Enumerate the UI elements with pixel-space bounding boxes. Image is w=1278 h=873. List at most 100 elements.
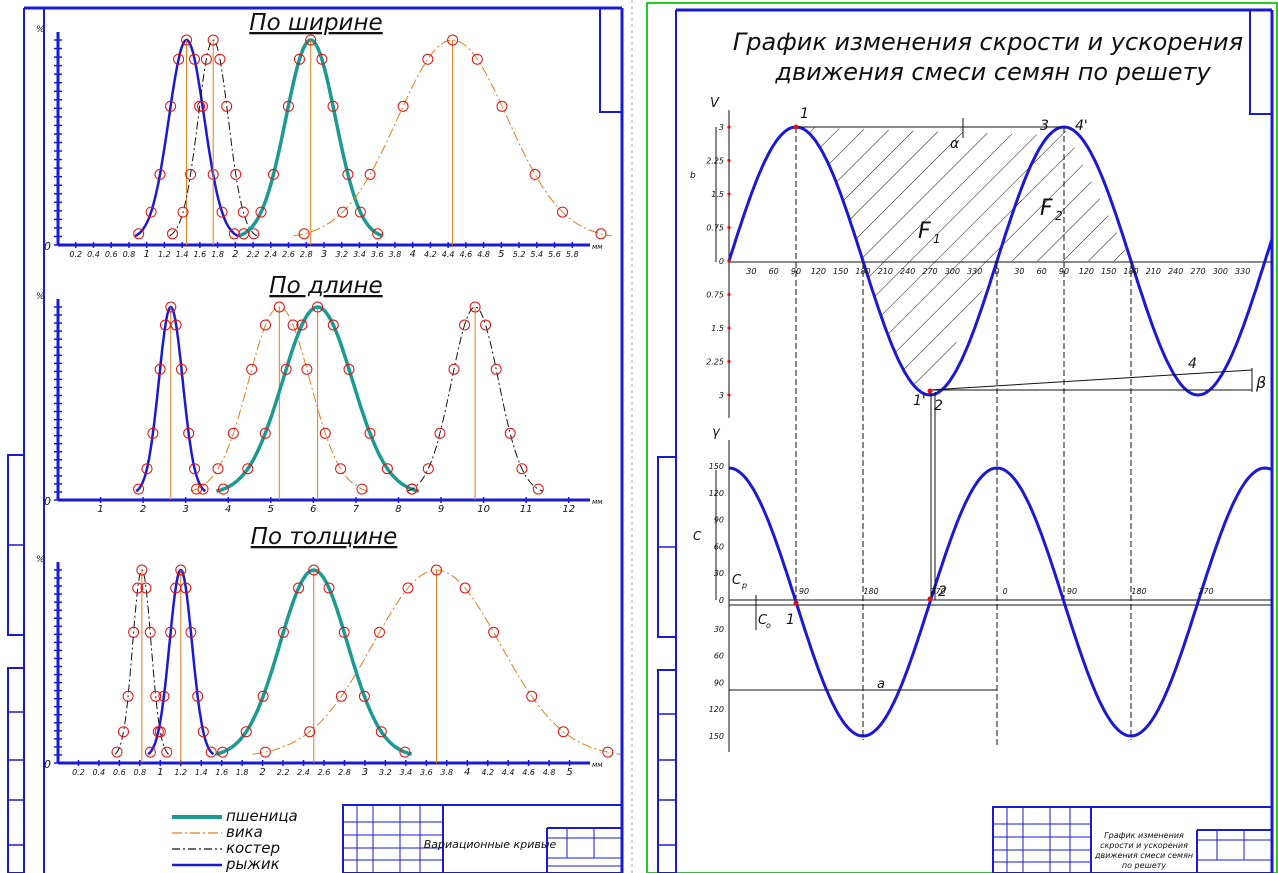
x-tick-label: 1.2 xyxy=(158,250,171,259)
data-point-marker xyxy=(141,463,153,475)
x-tick-label: 2 xyxy=(232,249,238,260)
data-point-marker xyxy=(480,319,492,331)
data-point-marker xyxy=(242,463,254,475)
x-tick-label: 0.8 xyxy=(133,768,146,777)
phase-tick-label: 270 xyxy=(1190,267,1205,276)
x-tick-label: 3.4 xyxy=(353,250,366,259)
x-tick-label: 1.6 xyxy=(215,768,228,777)
velocity-tick-label: 1.5 xyxy=(711,190,724,199)
x-tick-label: 1.8 xyxy=(236,768,249,777)
data-point-marker xyxy=(185,626,197,638)
accel-tick-label: 120 xyxy=(709,489,724,498)
phase-tick-label: 300 xyxy=(1213,267,1228,276)
data-point-marker xyxy=(504,427,516,439)
x-tick-label: 5 xyxy=(268,504,274,515)
data-point-marker xyxy=(183,427,195,439)
data-point-marker xyxy=(364,427,376,439)
x-tick-label: 5 xyxy=(566,767,572,778)
data-point-marker xyxy=(221,100,233,112)
data-point-marker xyxy=(194,100,206,112)
co-label: C xyxy=(758,613,768,628)
point-label: 2 xyxy=(938,584,947,600)
x-tick-label: 4.6 xyxy=(522,768,535,777)
x-tick-label: 4.4 xyxy=(502,768,515,777)
accel-tick-label: 150 xyxy=(709,732,724,741)
data-point-marker xyxy=(557,206,568,218)
data-point-marker xyxy=(152,726,164,738)
data-point-marker xyxy=(532,483,544,495)
data-point-marker xyxy=(165,626,177,638)
y-unit-label: % xyxy=(36,292,45,302)
origin-label: 0 xyxy=(44,240,51,253)
x-tick-label: 2 xyxy=(259,767,265,778)
point-label: β xyxy=(1255,373,1266,392)
phase-tick-label: 90 xyxy=(1059,267,1069,276)
data-point-marker xyxy=(431,564,442,576)
point-label: 1 xyxy=(786,612,795,628)
data-point-marker xyxy=(158,690,170,702)
data-point-marker xyxy=(319,427,331,439)
chart-title: По толщине xyxy=(251,524,398,550)
left-title-block: Вариационные кривые xyxy=(342,804,623,873)
data-point-marker xyxy=(526,690,538,702)
x-tick-label: 4.8 xyxy=(477,250,490,259)
curve-koster xyxy=(407,306,544,492)
data-point-marker xyxy=(128,626,140,638)
right-title-line1: График изменения скрости и ускорения xyxy=(733,28,1243,56)
accel-tick-label: 90 xyxy=(714,678,724,687)
region-F2-label: F xyxy=(1040,196,1053,221)
data-point-marker xyxy=(296,319,308,331)
x-tick-label: 0.4 xyxy=(87,250,100,259)
data-point-marker xyxy=(154,363,166,375)
accel-tick-label: 30 xyxy=(714,625,724,634)
data-point-marker xyxy=(529,168,541,180)
x-tick-label: 7 xyxy=(353,504,360,515)
x-tick-label: 2.2 xyxy=(277,768,290,777)
data-point-marker xyxy=(228,228,240,240)
point-label: 2 xyxy=(934,398,943,414)
velocity-tick-label: 1.5 xyxy=(711,324,724,333)
data-point-marker xyxy=(327,100,339,112)
x-unit-label: мм xyxy=(592,498,603,506)
data-point-marker xyxy=(173,53,185,65)
point-label: a xyxy=(877,677,885,692)
region-F1 xyxy=(796,127,1050,395)
left-stamp-title: Вариационные кривые xyxy=(424,838,557,851)
data-point-marker xyxy=(197,100,208,112)
velocity-tick-mark xyxy=(727,359,731,364)
x-tick-label: 4 xyxy=(225,504,231,515)
x-tick-label: 2.6 xyxy=(318,768,331,777)
data-point-marker xyxy=(260,319,271,331)
key-point-marker xyxy=(793,124,799,130)
right-stamp-title: График изменения скрости и ускорения дви… xyxy=(1094,831,1194,870)
point-label: 4' xyxy=(1075,118,1088,134)
data-point-marker xyxy=(516,463,528,475)
x-tick-label: 1 xyxy=(157,767,163,778)
data-point-marker xyxy=(227,427,239,439)
data-point-marker xyxy=(595,228,607,240)
x-tick-label: 1.4 xyxy=(176,250,189,259)
x-tick-label: 2.4 xyxy=(297,768,310,777)
accel-tick-label: 60 xyxy=(714,652,724,661)
accel-phase-label: 270 xyxy=(1198,587,1213,596)
accel-phase-label: 180 xyxy=(863,587,878,596)
x-tick-label: 2.6 xyxy=(282,250,295,259)
data-point-marker xyxy=(200,53,212,65)
data-point-marker xyxy=(287,319,299,331)
x-tick-label: 1 xyxy=(97,504,103,515)
phase-tick-label: 210 xyxy=(878,267,893,276)
phase-tick-label: 90 xyxy=(791,267,801,276)
phase-tick-label: 240 xyxy=(1168,267,1183,276)
x-tick-label: 1.6 xyxy=(193,250,206,259)
data-point-marker xyxy=(144,626,156,638)
data-point-marker xyxy=(557,726,569,738)
data-point-marker xyxy=(448,363,460,375)
x-tick-label: 3.8 xyxy=(440,768,453,777)
data-point-marker xyxy=(327,319,339,331)
x-tick-label: 1.8 xyxy=(211,250,224,259)
x-tick-label: 4.2 xyxy=(481,768,494,777)
data-point-marker xyxy=(602,746,614,758)
data-point-marker xyxy=(212,463,224,475)
data-point-marker xyxy=(308,564,320,576)
right-title-line2: движения смеси семян по решету xyxy=(774,58,1211,86)
